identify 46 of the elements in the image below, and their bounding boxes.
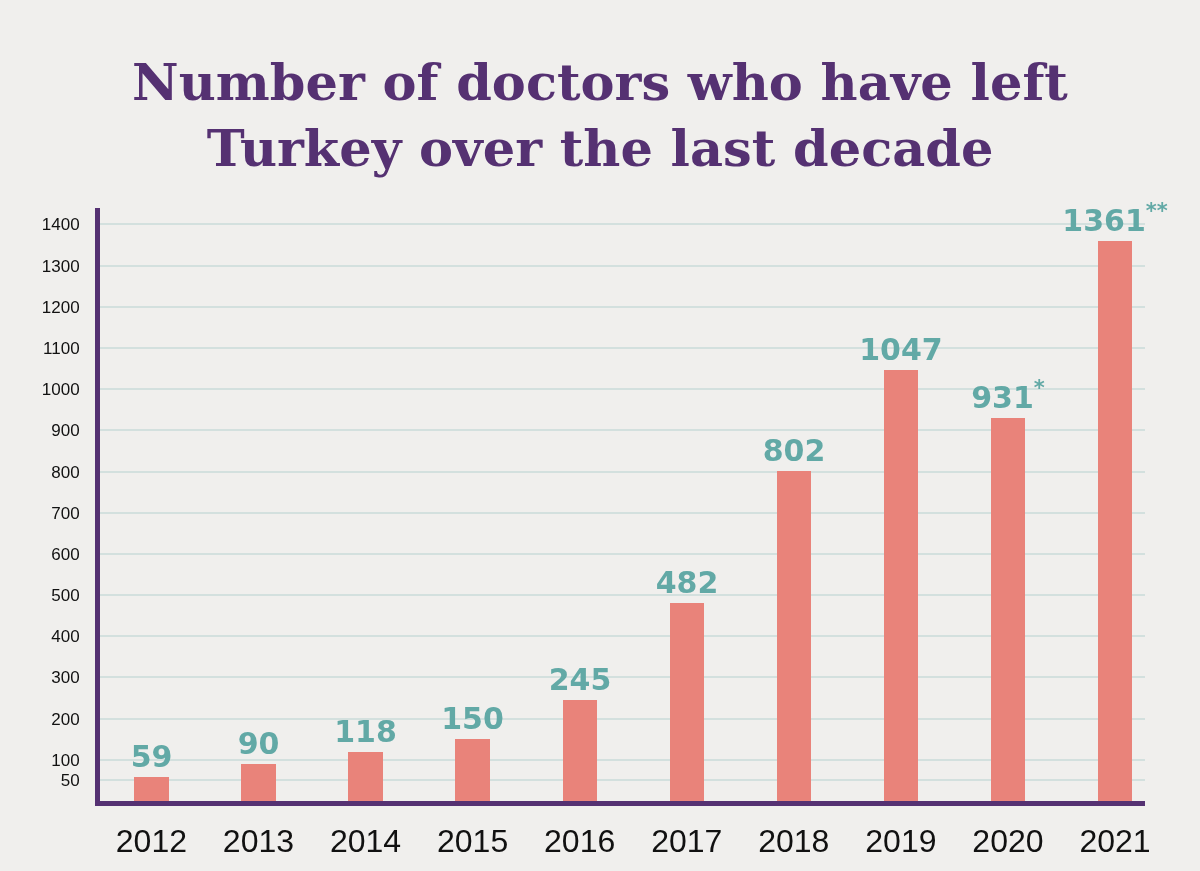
data-label: 59: [130, 739, 173, 774]
bar: [241, 764, 276, 801]
x-tick-label: 2015: [437, 823, 509, 860]
y-tick-label: 1200: [41, 297, 80, 317]
data-label: 1361$^{**}$: [1062, 199, 1168, 238]
bar: [777, 471, 811, 801]
y-tick-label: 1400: [41, 215, 80, 235]
data-label: 150: [441, 701, 504, 736]
bar: [884, 370, 918, 801]
y-tick-label: 1000: [41, 380, 80, 400]
y-tick-label: 900: [51, 421, 80, 441]
y-tick-label: 200: [51, 709, 80, 729]
y-tick-label: 300: [51, 668, 80, 688]
bar: [348, 752, 383, 801]
y-tick-label: 100: [51, 750, 80, 770]
bar: [455, 739, 490, 801]
x-tick-label: 2016: [544, 823, 616, 860]
chart-title: Number of doctors who have left Turkey over the last decade: [132, 52, 1069, 179]
y-tick-label: 600: [51, 544, 80, 564]
x-tick-label: 2019: [865, 823, 937, 860]
data-label: 802: [762, 433, 826, 468]
data-label: 482: [655, 565, 719, 600]
x-tick-label: 2021: [1079, 823, 1151, 860]
y-tick-label: 400: [51, 627, 80, 647]
data-label: 118: [334, 714, 397, 749]
y-tick-label: 1300: [41, 256, 80, 276]
x-tick-label: 2012: [115, 823, 187, 860]
x-tick-label: 2013: [222, 823, 295, 860]
y-tick-label: 1100: [43, 338, 80, 358]
y-tick-label: 800: [51, 462, 80, 482]
bar: [670, 603, 704, 801]
y-tick-label: 500: [51, 586, 80, 606]
x-tick-label: 2017: [651, 823, 723, 860]
x-tick-label: 2020: [972, 823, 1044, 860]
bar: [563, 700, 597, 801]
data-label: 1047: [859, 332, 943, 367]
y-tick-label: 700: [51, 503, 80, 523]
data-label: 90: [237, 726, 280, 761]
bar: [134, 777, 169, 801]
y-tick-label: 50: [60, 771, 80, 791]
x-tick-label: 2014: [329, 823, 402, 860]
data-label: 245: [548, 662, 612, 697]
bar: [991, 418, 1025, 801]
bar: [1098, 241, 1132, 801]
data-label: 931$^{*}$: [971, 376, 1045, 415]
x-tick-label: 2018: [758, 823, 830, 860]
